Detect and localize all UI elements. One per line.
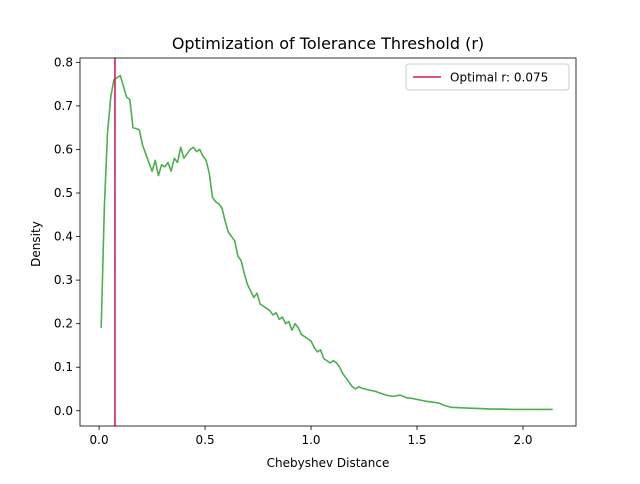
y-tick-label: 0.4 — [54, 230, 73, 244]
x-tick-label: 1.5 — [407, 433, 426, 447]
y-tick-label: 0.6 — [54, 142, 73, 156]
legend-frame — [405, 63, 570, 91]
axes-frame — [79, 57, 577, 427]
legend-entry-optimal: Optimal r: 0.075 — [450, 71, 548, 85]
y-tick-label: 0.2 — [54, 317, 73, 331]
x-axis-label: Chebyshev Distance — [267, 456, 390, 470]
density-line — [100, 74, 553, 411]
axes: 0.0 0.5 1.0 1.5 2.0 0.0 0.1 0.2 0.3 0.4 0.5 0.6 0.7 0… — [54, 55, 577, 447]
y-tick-label: 0.7 — [54, 99, 73, 113]
y-tick-label: 0.5 — [54, 186, 73, 200]
x-tick-label: 0.0 — [90, 433, 109, 447]
chart-title: Optimization of Tolerance Threshold (r) — [172, 34, 484, 53]
legend: Optimal r: 0.075 — [405, 63, 570, 91]
x-tick-label: 2.0 — [513, 433, 532, 447]
y-tick-label: 0.8 — [54, 55, 73, 69]
y-tick-label: 0.0 — [54, 404, 73, 418]
y-tick-label: 0.3 — [54, 273, 73, 287]
y-axis-label: Density — [29, 221, 43, 267]
plot-area — [100, 58, 553, 426]
y-tick-label: 0.1 — [54, 360, 73, 374]
x-tick-label: 0.5 — [196, 433, 215, 447]
x-tick-label: 1.0 — [301, 433, 320, 447]
